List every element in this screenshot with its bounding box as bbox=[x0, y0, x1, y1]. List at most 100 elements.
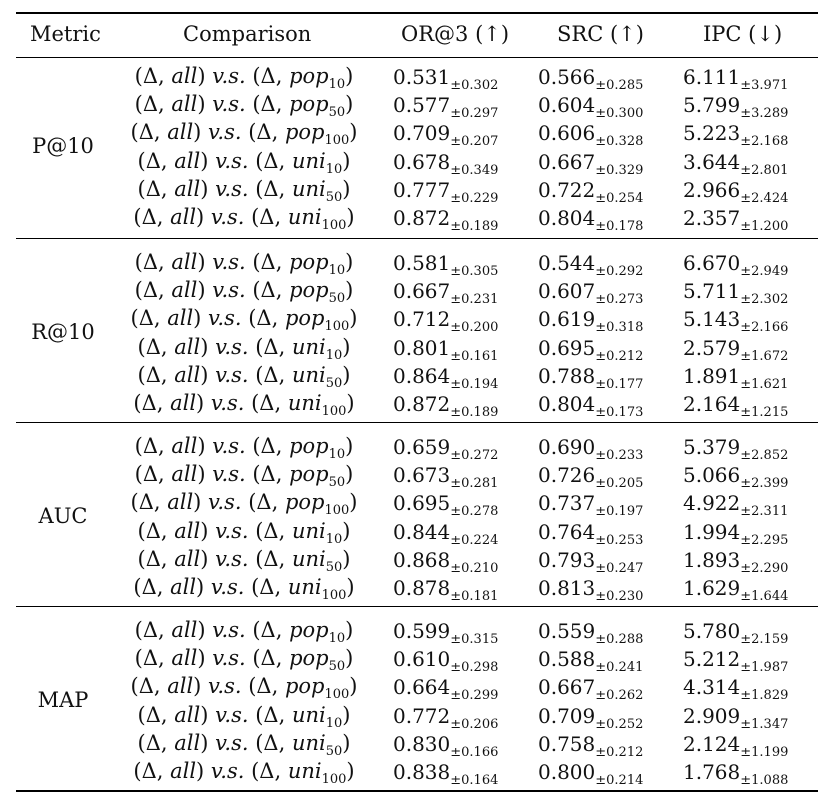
baseline-term: uni10 bbox=[291, 702, 343, 731]
all-term: all bbox=[174, 362, 201, 387]
metric-label: AUC bbox=[38, 503, 88, 528]
vs-term: v.s. bbox=[210, 205, 245, 229]
std-src: ±0.252 bbox=[595, 716, 644, 732]
comparison-cell: (Δ, all) v.s. (Δ, pop10) bbox=[134, 618, 354, 646]
value-or3: 0.664±0.299 bbox=[393, 675, 499, 704]
vs-term: v.s. bbox=[208, 120, 242, 145]
std-src: ±0.254 bbox=[595, 190, 644, 206]
std-ipc: ±1.200 bbox=[740, 219, 789, 234]
value-src: 0.804±0.173 bbox=[538, 392, 644, 420]
baseline-subscript: 50 bbox=[328, 291, 346, 307]
baseline-subscript: 10 bbox=[325, 531, 343, 547]
value-ipc: 5.780±2.159 bbox=[683, 619, 789, 647]
value-or3: 0.777±0.229 bbox=[393, 177, 499, 206]
std-or3: ±0.200 bbox=[450, 320, 499, 336]
std-ipc: ±2.168 bbox=[740, 134, 789, 150]
value-ipc: 2.909±1.347 bbox=[683, 703, 789, 732]
comparison-cell: (Δ, all) v.s. (Δ, uni10) bbox=[137, 518, 351, 547]
value-src: 0.726±0.205 bbox=[538, 463, 644, 492]
std-or3: ±0.349 bbox=[450, 162, 499, 178]
value-ipc: 1.893±2.290 bbox=[683, 547, 789, 576]
baseline-subscript: 10 bbox=[328, 447, 346, 462]
value-ipc: 5.223±2.168 bbox=[683, 121, 789, 150]
all-term: all bbox=[171, 250, 198, 274]
metric-label: R@10 bbox=[31, 319, 95, 344]
value-or3: 0.772±0.206 bbox=[393, 703, 499, 732]
value-src: 0.737±0.197 bbox=[538, 491, 644, 520]
baseline-subscript: 50 bbox=[325, 559, 343, 575]
baseline-subscript: 100 bbox=[321, 404, 347, 419]
value-ipc: 4.922±2.311 bbox=[683, 491, 789, 520]
baseline-term: uni50 bbox=[291, 176, 343, 205]
value-src: 0.559±0.288 bbox=[538, 619, 644, 647]
std-or3: ±0.224 bbox=[450, 532, 499, 548]
value-ipc: 5.379±2.852 bbox=[683, 435, 789, 463]
value-or3: 0.577±0.297 bbox=[393, 93, 499, 122]
value-src: 0.813±0.230 bbox=[538, 576, 644, 604]
baseline-term: uni10 bbox=[291, 334, 343, 363]
comparison-cell: (Δ, all) v.s. (Δ, uni50) bbox=[137, 730, 351, 759]
vs-term: v.s. bbox=[215, 702, 249, 727]
baseline-subscript: 10 bbox=[328, 77, 346, 92]
value-or3: 0.581±0.305 bbox=[393, 251, 499, 279]
comparison-cell: (Δ, all) v.s. (Δ, uni100) bbox=[133, 575, 355, 603]
std-ipc: ±1.199 bbox=[740, 744, 789, 760]
std-or3: ±0.297 bbox=[450, 106, 499, 122]
vs-term: v.s. bbox=[212, 462, 246, 487]
std-ipc: ±2.852 bbox=[740, 448, 789, 463]
vs-term: v.s. bbox=[215, 362, 249, 387]
value-ipc: 5.799±3.289 bbox=[683, 93, 789, 122]
baseline-subscript: 100 bbox=[324, 133, 350, 149]
std-ipc: ±1.829 bbox=[740, 688, 789, 704]
baseline-term: pop50 bbox=[289, 92, 346, 121]
value-or3: 0.830±0.166 bbox=[393, 731, 499, 760]
comparison-cell: (Δ, all) v.s. (Δ, uni50) bbox=[137, 176, 351, 205]
metric-label: MAP bbox=[37, 687, 89, 712]
value-src: 0.667±0.329 bbox=[538, 149, 644, 178]
std-ipc: ±1.215 bbox=[740, 405, 789, 420]
std-src: ±0.173 bbox=[595, 405, 644, 420]
vs-term: v.s. bbox=[212, 434, 246, 458]
value-or3: 0.599±0.315 bbox=[393, 619, 499, 647]
baseline-subscript: 50 bbox=[328, 475, 346, 491]
std-src: ±0.300 bbox=[595, 106, 644, 122]
value-src: 0.788±0.177 bbox=[538, 363, 644, 392]
value-src: 0.667±0.262 bbox=[538, 675, 644, 704]
comparison-cell: (Δ, all) v.s. (Δ, pop10) bbox=[134, 434, 354, 462]
baseline-subscript: 10 bbox=[325, 347, 343, 363]
value-src: 0.800±0.214 bbox=[538, 760, 644, 788]
baseline-subscript: 10 bbox=[328, 263, 346, 278]
value-ipc: 1.768±1.088 bbox=[683, 760, 789, 788]
value-or3: 0.801±0.161 bbox=[393, 335, 499, 364]
value-src: 0.722±0.254 bbox=[538, 177, 644, 206]
header-ipc: IPC (↓) bbox=[703, 22, 783, 46]
std-ipc: ±2.302 bbox=[740, 292, 789, 308]
std-or3: ±0.281 bbox=[450, 476, 499, 492]
baseline-term: pop50 bbox=[289, 462, 346, 491]
baseline-term: pop10 bbox=[289, 250, 346, 278]
baseline-term: pop50 bbox=[289, 646, 346, 675]
value-src: 0.690±0.233 bbox=[538, 435, 644, 463]
comparison-cell: (Δ, all) v.s. (Δ, pop50) bbox=[134, 646, 354, 675]
std-src: ±0.273 bbox=[595, 292, 644, 308]
value-or3: 0.838±0.164 bbox=[393, 760, 499, 788]
std-or3: ±0.278 bbox=[450, 504, 499, 520]
value-or3: 0.864±0.194 bbox=[393, 363, 499, 392]
vs-term: v.s. bbox=[215, 730, 249, 755]
vs-term: v.s. bbox=[215, 518, 249, 543]
all-term: all bbox=[174, 518, 201, 543]
baseline-term: uni100 bbox=[287, 759, 347, 787]
all-term: all bbox=[174, 702, 201, 727]
all-term: all bbox=[171, 646, 198, 671]
value-src: 0.758±0.212 bbox=[538, 731, 644, 760]
vs-term: v.s. bbox=[208, 306, 242, 331]
std-or3: ±0.166 bbox=[450, 744, 499, 760]
baseline-term: pop10 bbox=[289, 434, 346, 462]
std-ipc: ±2.159 bbox=[740, 632, 789, 647]
vs-term: v.s. bbox=[212, 64, 246, 88]
std-or3: ±0.189 bbox=[450, 405, 499, 420]
std-or3: ±0.299 bbox=[450, 688, 499, 704]
baseline-term: pop10 bbox=[289, 618, 346, 646]
all-term: all bbox=[171, 92, 198, 117]
value-src: 0.607±0.273 bbox=[538, 279, 644, 308]
